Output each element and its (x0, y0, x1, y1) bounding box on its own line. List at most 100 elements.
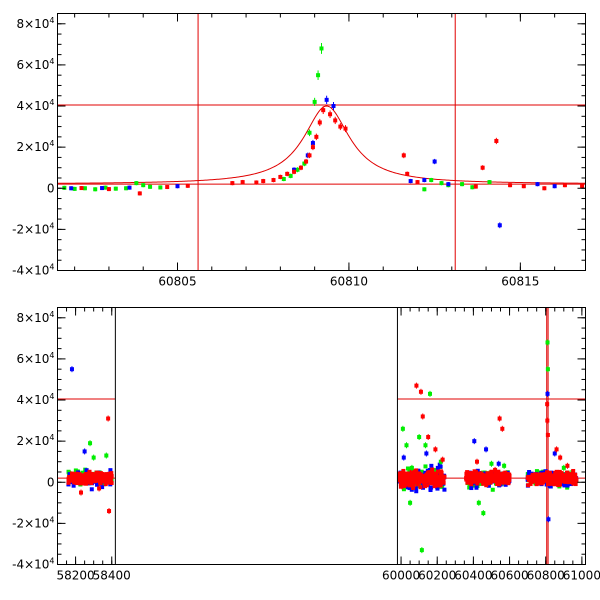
top-green-point-13 (295, 167, 300, 172)
bottom-red-point-c2-214 (464, 473, 469, 478)
bottom-red-point-c1-254 (411, 478, 416, 483)
bottom-red-point-c1-214 (438, 469, 443, 474)
top-green-point-5 (113, 186, 118, 191)
top-red-point-9 (271, 178, 276, 183)
bottom-red-point-c2-231 (478, 471, 483, 476)
top-blue-point-9 (408, 179, 413, 184)
bottom-red-point-c0-187 (74, 471, 79, 476)
bottom-red-point-c1-225 (411, 484, 416, 489)
bottom-red-point-c3-133 (564, 473, 569, 478)
bottom-red-point-c2-23 (485, 471, 490, 476)
bottom-blue-point-c1-59 (428, 488, 433, 493)
top-green-point-12 (288, 173, 293, 178)
bottom-red-point-c3-251 (570, 476, 575, 481)
bottom-outlier-point-1-3 (400, 426, 405, 431)
bottom-green-point-c1-43 (405, 466, 410, 471)
top-red-point-12 (292, 169, 297, 174)
top-ytick-label-5: 6×104 (16, 57, 54, 72)
top-green-point-4 (103, 185, 108, 190)
bottom-red-point-c2-165 (486, 474, 491, 479)
bottom-outlier-point-0-6 (496, 461, 501, 466)
bottom-red-point-c1-160 (425, 477, 430, 482)
top-panel: 60805 60810 60815 -4×104 -2×104 0 2×104 4×104 6×… (12, 13, 586, 289)
bottom-red-point-c0-247 (80, 476, 85, 481)
bottom-outlier-point-1-7 (417, 435, 422, 440)
bottom-red-point-c2-169 (489, 469, 494, 474)
bottom-red-point-c3-164 (564, 478, 569, 483)
bottom-outlier-point-2-15 (545, 402, 550, 407)
bottom-red-point-c3-111 (526, 483, 531, 488)
bottom-red-point-c2-234 (495, 478, 500, 483)
bottom-red-point-c0-168 (94, 470, 99, 475)
bottom-red-point-c0-221 (98, 474, 103, 479)
top-green-point-25 (487, 180, 492, 185)
bottom-ytick-label-3: 2×104 (16, 433, 54, 448)
bottom-blue-point-c3-77 (562, 483, 567, 488)
bottom-red-point-c2-189 (485, 481, 490, 486)
bottom-red-point-c1-209 (420, 479, 425, 484)
bottom-red-point-c3-188 (563, 476, 568, 481)
bottom-red-point-c1-240 (430, 467, 435, 472)
bottom-blue-point-c3-72 (550, 470, 555, 475)
bottom-blue-point-c3-62 (526, 472, 531, 477)
bottom-outlier-point-1-2 (104, 453, 109, 458)
bottom-red-point-c1-259 (429, 470, 434, 475)
bottom-outlier-point-0-4 (472, 439, 477, 444)
top-green-point-18 (319, 46, 324, 51)
bottom-red-point-c2-222 (500, 471, 505, 476)
bottom-outlier-point-1-8 (419, 548, 424, 553)
bottom-outlier-point-2-1 (97, 486, 102, 491)
bottom-red-point-c3-214 (547, 470, 552, 475)
bottom-red-point-c3-190 (530, 479, 535, 484)
bottom-red-point-c1-250 (439, 480, 444, 485)
bottom-red-point-c3-259 (539, 481, 544, 486)
bottom-red-point-c0-259 (73, 474, 78, 479)
bottom-red-point-c2-162 (505, 471, 510, 476)
top-green-point-19 (422, 187, 427, 192)
bottom-red-point-c3-138 (550, 473, 555, 478)
bottom-outlier-point-0-7 (545, 391, 550, 396)
bottom-red-point-c0-255 (103, 478, 108, 483)
bottom-xtick-label-2: 60000 (382, 569, 420, 583)
bottom-ytick-label-6: 8×104 (16, 310, 54, 325)
bottom-outlier-point-2-8 (426, 435, 431, 440)
top-green-point-24 (470, 185, 475, 190)
bottom-red-point-c3-248 (573, 477, 578, 482)
bottom-outlier-point-1-13 (481, 511, 486, 516)
top-model-curve (57, 105, 586, 184)
bottom-red-point-c2-251 (476, 476, 481, 481)
top-red-point-8 (261, 179, 266, 184)
top-blue-point-14 (535, 182, 540, 187)
bottom-red-point-c1-203 (409, 469, 414, 474)
bottom-xtick-label-0: 58200 (56, 569, 94, 583)
bottom-outlier-point-1-15 (502, 463, 507, 468)
bottom-outlier-point-1-1 (91, 455, 96, 460)
bottom-red-point-c1-245 (397, 475, 402, 480)
bottom-blue-point-c1-63 (429, 485, 434, 490)
bottom-red-point-c3-21 (547, 480, 552, 485)
bottom-red-point-c2-174 (482, 477, 487, 482)
bottom-red-point-c2-228 (473, 478, 478, 483)
bottom-outlier-point-0-1 (82, 449, 87, 454)
top-panel-frame (57, 13, 586, 271)
top-red-point-4 (185, 183, 190, 188)
bottom-red-point-c2-245 (485, 477, 490, 482)
top-red-point-2 (137, 191, 142, 196)
top-blue-point-0 (69, 186, 74, 191)
top-green-point-21 (439, 181, 444, 186)
top-blue-point-1 (100, 186, 105, 191)
bottom-red-point-c2-2 (496, 469, 501, 474)
bottom-red-point-c1-199 (411, 471, 416, 476)
top-green-point-10 (158, 185, 163, 190)
bottom-red-point-c0-251 (71, 476, 76, 481)
bottom-xtick-label-3: 60200 (418, 569, 456, 583)
bottom-red-point-c1-249 (413, 478, 418, 483)
bottom-red-point-c1-256 (435, 478, 440, 483)
bottom-blue-point-c0-8 (108, 468, 113, 473)
bottom-green-point-c2-66 (471, 483, 476, 488)
bottom-green-point-c2-17 (467, 485, 472, 490)
bottom-red-point-c3-255 (538, 479, 543, 484)
bottom-outlier-point-0-5 (484, 447, 489, 452)
bottom-red-point-c3-145 (528, 481, 533, 486)
bottom-red-point-c2-253 (469, 482, 474, 487)
